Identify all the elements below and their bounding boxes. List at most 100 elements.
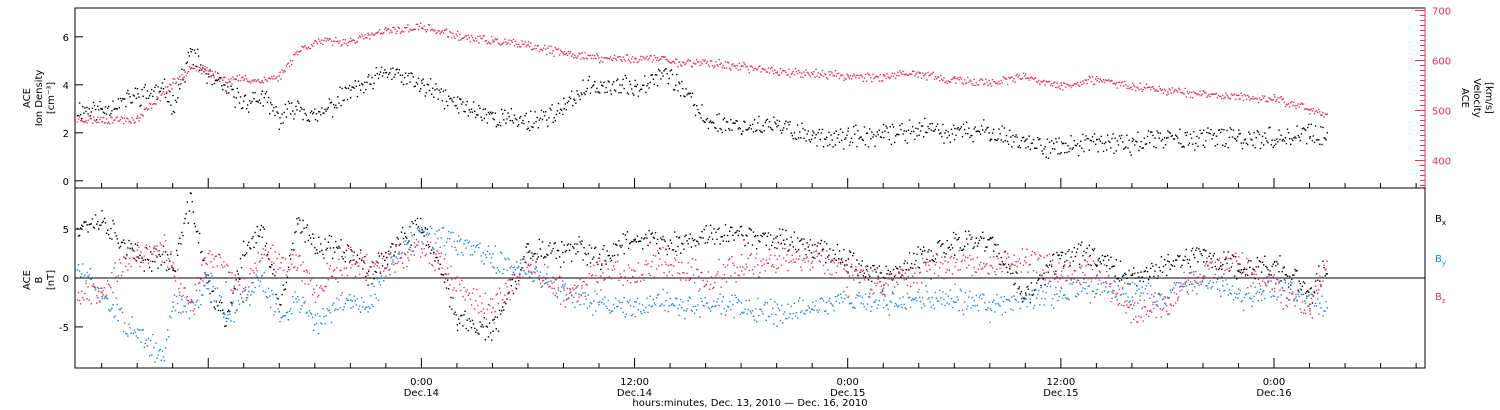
point-velocity-618 bbox=[723, 67, 726, 69]
point-velocity-145 bbox=[228, 78, 230, 81]
point-ion-density-338 bbox=[429, 78, 432, 80]
point-by-705 bbox=[814, 305, 816, 307]
point-bx-313 bbox=[404, 232, 406, 234]
point-bz-0 bbox=[76, 299, 79, 301]
point-bx-1180 bbox=[1310, 287, 1312, 289]
point-velocity-679 bbox=[787, 74, 789, 76]
point-velocity-670 bbox=[777, 74, 780, 76]
point-velocity-495 bbox=[594, 55, 596, 57]
point-by-1107 bbox=[1234, 296, 1237, 299]
point-velocity-40 bbox=[118, 120, 121, 122]
point-bz-76 bbox=[156, 245, 158, 247]
point-velocity-869 bbox=[986, 81, 988, 84]
point-velocity-490 bbox=[588, 54, 591, 57]
point-velocity-127 bbox=[209, 70, 211, 73]
point-ion-density-1055 bbox=[1180, 142, 1182, 145]
point-bx-1163 bbox=[1293, 274, 1295, 276]
point-ion-density-468 bbox=[565, 108, 567, 111]
point-by-1157 bbox=[1286, 297, 1289, 299]
point-velocity-748 bbox=[859, 75, 861, 77]
point-by-676 bbox=[784, 311, 786, 313]
point-ion-density-600 bbox=[704, 121, 706, 124]
point-bx-638 bbox=[744, 245, 746, 247]
point-ion-density-877 bbox=[994, 138, 996, 141]
point-bx-187 bbox=[272, 273, 274, 275]
point-velocity-1110 bbox=[1238, 94, 1240, 96]
point-bx-487 bbox=[585, 253, 587, 256]
point-velocity-120 bbox=[202, 64, 204, 67]
point-by-511 bbox=[610, 310, 613, 312]
point-bx-88 bbox=[169, 260, 171, 262]
point-velocity-660 bbox=[767, 67, 770, 69]
point-bx-932 bbox=[1052, 254, 1054, 256]
point-ion-density-1113 bbox=[1240, 142, 1242, 144]
point-by-997 bbox=[1119, 277, 1122, 280]
point-velocity-689 bbox=[798, 69, 800, 72]
point-by-1088 bbox=[1214, 273, 1217, 276]
point-by-986 bbox=[1108, 290, 1110, 293]
point-by-1150 bbox=[1279, 280, 1281, 283]
point-ion-density-618 bbox=[723, 117, 726, 119]
point-bx-1131 bbox=[1259, 261, 1262, 263]
point-by-1062 bbox=[1187, 293, 1190, 295]
point-bx-366 bbox=[459, 322, 461, 325]
point-by-641 bbox=[747, 308, 749, 311]
point-velocity-579 bbox=[682, 61, 684, 63]
point-ion-density-759 bbox=[871, 131, 873, 133]
point-ion-density-917 bbox=[1036, 147, 1038, 149]
point-velocity-215 bbox=[301, 45, 303, 48]
point-by-1059 bbox=[1184, 283, 1186, 285]
point-bx-954 bbox=[1074, 255, 1077, 258]
point-ion-density-340 bbox=[432, 87, 434, 89]
point-ion-density-1151 bbox=[1280, 134, 1282, 136]
point-bx-958 bbox=[1079, 263, 1081, 266]
point-by-324 bbox=[415, 238, 418, 241]
point-bx-529 bbox=[629, 242, 632, 244]
point-ion-density-1027 bbox=[1151, 131, 1153, 133]
point-velocity-1060 bbox=[1185, 96, 1187, 98]
point-bx-757 bbox=[869, 275, 871, 277]
point-velocity-1012 bbox=[1135, 89, 1137, 92]
point-velocity-866 bbox=[983, 83, 985, 86]
point-bx-145 bbox=[228, 309, 230, 311]
point-by-860 bbox=[976, 304, 979, 307]
point-by-41 bbox=[119, 308, 122, 311]
point-velocity-622 bbox=[728, 62, 730, 64]
point-velocity-737 bbox=[847, 76, 850, 78]
point-ion-density-494 bbox=[593, 84, 595, 86]
point-ion-density-680 bbox=[788, 124, 790, 126]
point-bx-270 bbox=[358, 257, 361, 260]
point-velocity-323 bbox=[414, 28, 416, 30]
point-ion-density-489 bbox=[587, 79, 589, 81]
point-bx-547 bbox=[648, 229, 650, 232]
point-by-479 bbox=[577, 284, 579, 287]
point-ion-density-200 bbox=[285, 116, 288, 118]
point-by-673 bbox=[780, 304, 783, 307]
point-ion-density-223 bbox=[309, 111, 312, 114]
point-bx-11 bbox=[88, 223, 90, 226]
point-by-283 bbox=[372, 305, 374, 308]
point-by-965 bbox=[1086, 292, 1088, 295]
point-velocity-38 bbox=[116, 116, 118, 118]
point-bx-190 bbox=[275, 293, 277, 296]
point-velocity-59 bbox=[138, 120, 140, 122]
point-ion-density-933 bbox=[1053, 142, 1055, 145]
point-ion-density-520 bbox=[620, 91, 622, 94]
point-ion-density-485 bbox=[583, 92, 585, 94]
point-bx-59 bbox=[138, 257, 140, 259]
point-by-738 bbox=[848, 303, 851, 305]
point-bx-593 bbox=[697, 241, 699, 243]
point-by-322 bbox=[413, 254, 415, 256]
point-bx-584 bbox=[687, 243, 689, 245]
point-bx-137 bbox=[219, 310, 222, 312]
point-bx-1150 bbox=[1279, 255, 1281, 257]
point-ion-density-781 bbox=[893, 141, 896, 144]
point-ion-density-629 bbox=[735, 120, 737, 122]
point-ion-density-1069 bbox=[1195, 142, 1197, 145]
point-ion-density-545 bbox=[646, 85, 648, 87]
point-by-1048 bbox=[1172, 287, 1175, 289]
point-by-430 bbox=[526, 266, 528, 269]
point-ion-density-560 bbox=[662, 75, 664, 77]
point-bx-718 bbox=[828, 254, 830, 256]
point-bx-765 bbox=[877, 275, 879, 278]
